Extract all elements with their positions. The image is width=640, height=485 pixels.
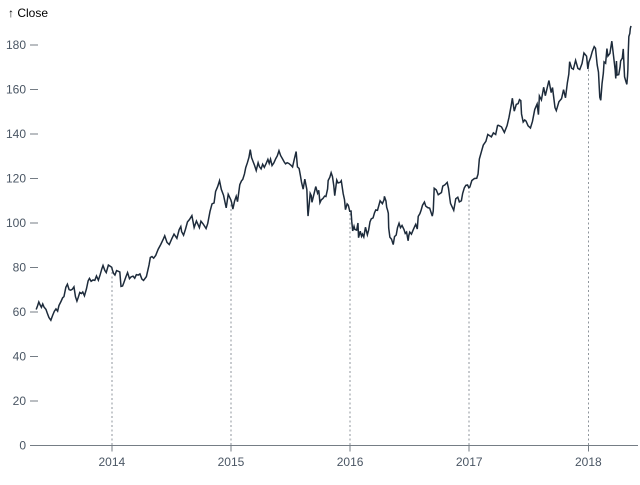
price-series-layer	[35, 25, 632, 322]
x-tick-label: 2015	[218, 455, 245, 469]
x-tick-label: 2017	[456, 455, 483, 469]
y-tick-label: 0	[19, 439, 26, 453]
axes-layer: 2014 2015 2016 2017 2018 0 20 40 60 80 100 120 140 16…	[6, 38, 638, 469]
y-tick-label: 180	[6, 38, 26, 52]
y-tick-label: 40	[13, 350, 27, 364]
y-tick-label: 160	[6, 83, 26, 97]
y-tick-label: 20	[13, 394, 27, 408]
y-tick-label: 80	[13, 261, 27, 275]
x-tick-label: 2014	[98, 455, 125, 469]
y-tick-label: 120	[6, 172, 26, 186]
y-axis-title: ↑ Close	[8, 6, 48, 20]
x-tick-label: 2018	[575, 455, 602, 469]
y-tick-label: 100	[6, 216, 26, 230]
close-price-line	[35, 25, 632, 322]
y-tick-label: 60	[13, 305, 27, 319]
x-tick-label: 2016	[337, 455, 364, 469]
year-gridlines-layer	[111, 65, 589, 445]
y-tick-label: 140	[6, 127, 26, 141]
